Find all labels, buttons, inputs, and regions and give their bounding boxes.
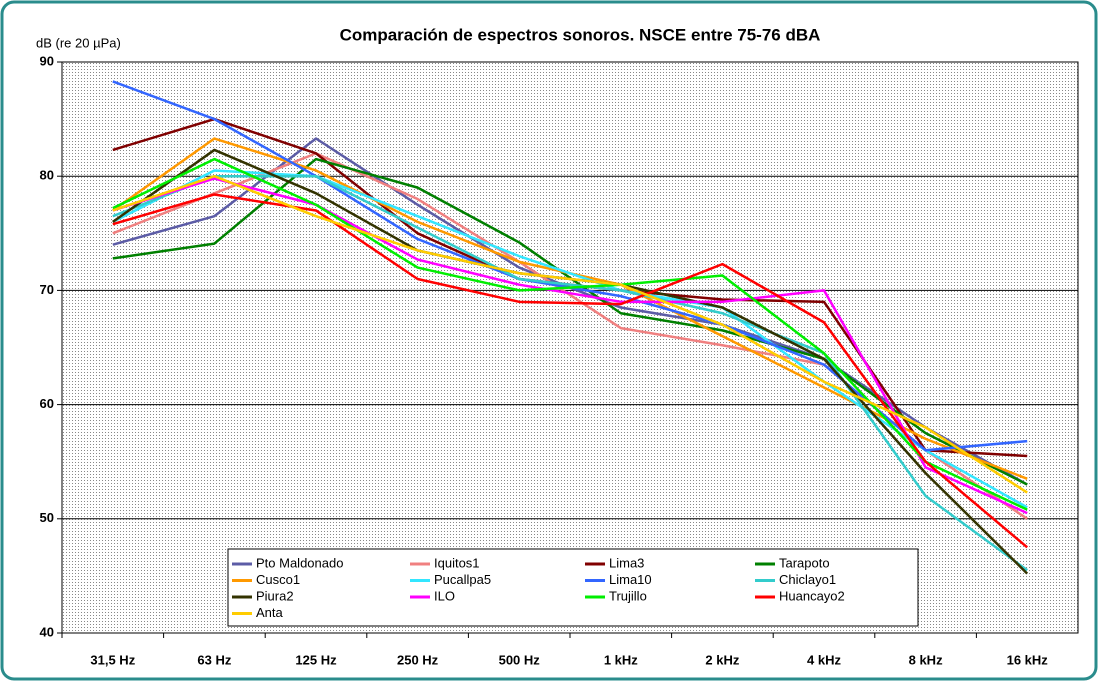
x-tick-label: 500 Hz bbox=[499, 652, 541, 667]
series-line bbox=[112, 174, 1028, 494]
y-tick-label: 40 bbox=[40, 624, 54, 639]
series-line bbox=[112, 174, 1028, 572]
y-tick-label: 70 bbox=[40, 282, 54, 297]
x-tick-label: 63 Hz bbox=[197, 652, 231, 667]
legend-label: Piura2 bbox=[256, 588, 294, 603]
x-tick-label: 2 kHz bbox=[705, 652, 739, 667]
x-tick-label: 250 Hz bbox=[397, 652, 439, 667]
y-tick-label: 60 bbox=[40, 396, 54, 411]
legend-label: Pucallpa5 bbox=[434, 572, 491, 587]
legend-label: Lima10 bbox=[609, 572, 652, 587]
legend-label: Lima3 bbox=[609, 555, 644, 570]
x-tick-label: 8 kHz bbox=[909, 652, 943, 667]
legend-label: ILO bbox=[434, 588, 455, 603]
legend-label: Tarapoto bbox=[779, 555, 830, 570]
x-tick-label: 31,5 Hz bbox=[90, 652, 135, 667]
x-tick-label: 125 Hz bbox=[295, 652, 337, 667]
legend-label: Trujillo bbox=[609, 588, 647, 603]
y-tick-label: 90 bbox=[40, 53, 54, 68]
x-tick-label: 16 kHz bbox=[1007, 652, 1049, 667]
y-tick-label: 50 bbox=[40, 510, 54, 525]
legend-label: Iquitos1 bbox=[434, 555, 480, 570]
series-line bbox=[112, 177, 1028, 515]
legend-label: Anta bbox=[256, 605, 284, 620]
x-tick-label: 4 kHz bbox=[807, 652, 841, 667]
y-axis-label: dB (re 20 µPa) bbox=[36, 35, 121, 50]
legend-label: Cusco1 bbox=[256, 572, 300, 587]
chart-title: Comparación de espectros sonoros. NSCE e… bbox=[340, 25, 821, 44]
series-line bbox=[112, 193, 1029, 549]
plot-area bbox=[61, 61, 1079, 634]
legend bbox=[227, 548, 919, 627]
x-tick-label: 1 kHz bbox=[604, 652, 638, 667]
legend-label: Pto Maldonado bbox=[256, 555, 343, 570]
legend-label: Chiclayo1 bbox=[779, 572, 836, 587]
legend-label: Huancayo2 bbox=[779, 588, 845, 603]
series-line bbox=[112, 157, 1028, 511]
y-tick-label: 80 bbox=[40, 168, 54, 183]
